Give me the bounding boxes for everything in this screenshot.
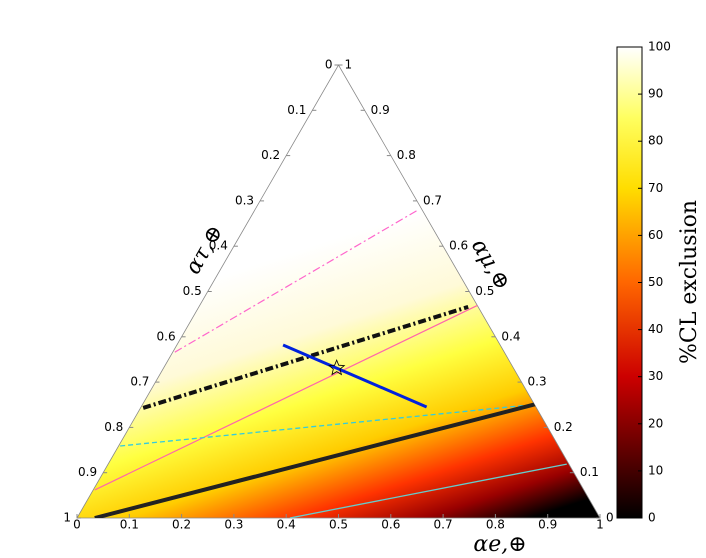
colorbar-label: %CL exclusion: [677, 200, 702, 364]
contour-line: [289, 463, 567, 518]
contour-line: [282, 343, 428, 409]
bottom-tick-label: 0.1: [120, 518, 139, 532]
left-tick-label: 0.5: [183, 284, 202, 298]
left-tick-label: 0.8: [104, 420, 123, 434]
field: [77, 65, 600, 518]
bottom-tick-label: 0.7: [434, 518, 453, 532]
best-fit-star: [328, 359, 346, 376]
left-tick-label: 0.7: [130, 375, 149, 389]
right-tick-label: 0.2: [554, 420, 573, 434]
colorbar-tick-label: 100: [648, 40, 671, 54]
left-tick-label: 0: [325, 58, 333, 72]
bottom-tick-label: 0.5: [329, 518, 348, 532]
colorbar-tick-label: 90: [648, 87, 663, 101]
bottom-tick-label: 0.9: [538, 518, 557, 532]
right-tick-label: 0.8: [397, 148, 416, 162]
left-tick-label: 1: [63, 511, 71, 525]
contour-line: [142, 304, 469, 410]
left-tick-label: 0.2: [261, 148, 280, 162]
left-tick-label: 0.6: [157, 329, 176, 343]
bottom-tick-label: 0.8: [486, 518, 505, 532]
left-tick-label: 0.4: [209, 239, 228, 253]
contour-line: [94, 304, 479, 491]
left-tick-label: 0.9: [78, 465, 97, 479]
colorbar-tick-label: 80: [648, 134, 663, 148]
right-tick-label: 0.6: [449, 239, 468, 253]
colorbar-tick-label: 0: [648, 511, 656, 525]
right-tick-label: 0.3: [528, 375, 547, 389]
colorbar-tick-label: 70: [648, 181, 663, 195]
bottom-tick-label: 0.2: [172, 518, 191, 532]
colorbar-tick-label: 60: [648, 228, 663, 242]
contour-line: [94, 398, 552, 518]
colorbar-tick-label: 20: [648, 416, 663, 430]
right-tick-label: 0: [606, 511, 614, 525]
right-tick-label: 0.9: [371, 103, 390, 117]
contour-line: [120, 404, 528, 447]
colorbar-tick-label: 50: [648, 275, 663, 289]
contour-line: [174, 209, 419, 353]
bottom-tick-label: 0.4: [277, 518, 296, 532]
bottom-tick-label: 0: [73, 518, 81, 532]
bottom-tick-label: 0.6: [381, 518, 400, 532]
right-tick-label: 1: [345, 58, 353, 72]
bottom-tick-label: 0.3: [224, 518, 243, 532]
colorbar-tick-label: 10: [648, 463, 663, 477]
right-tick-label: 0.4: [501, 329, 520, 343]
left-tick-label: 0.1: [287, 103, 306, 117]
right-tick-label: 0.5: [475, 284, 494, 298]
left-tick-label: 0.3: [235, 193, 254, 207]
colorbar-tick-label: 40: [648, 322, 663, 336]
right-tick-label: 0.1: [580, 465, 599, 479]
bottom-axis-label: αe,⊕: [473, 532, 526, 557]
colorbar-tick-label: 30: [648, 369, 663, 383]
bottom-tick-label: 1: [596, 518, 604, 532]
right-tick-label: 0.7: [423, 193, 442, 207]
